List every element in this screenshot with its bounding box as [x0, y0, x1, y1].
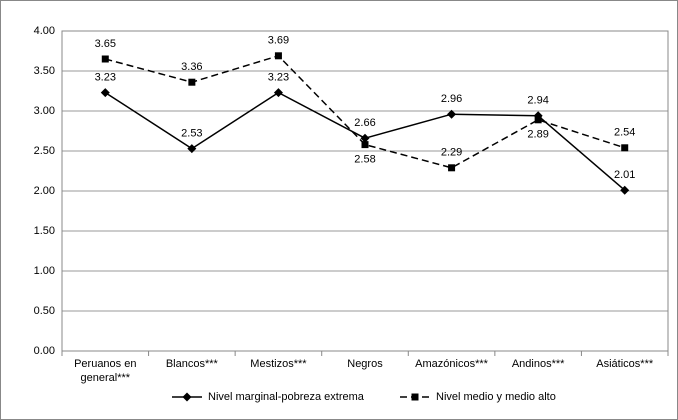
legend-marker — [182, 392, 192, 402]
data-label: 2.01 — [614, 169, 635, 181]
x-tick-label: Asiáticos*** — [596, 358, 654, 370]
point — [100, 88, 110, 98]
point — [273, 88, 283, 98]
x-tick-label: Amazónicos*** — [415, 358, 488, 370]
y-tick-label: 4.00 — [34, 25, 55, 37]
data-label: 2.96 — [441, 93, 462, 105]
x-tick-label: Andinos*** — [511, 358, 565, 370]
data-label: 2.54 — [614, 127, 635, 139]
point — [101, 55, 109, 63]
x-tick-label: Mestizos*** — [250, 358, 307, 370]
data-label: 3.69 — [268, 35, 289, 47]
legend-label: Nivel marginal-pobreza extrema — [208, 391, 365, 403]
legend-marker — [411, 393, 419, 401]
point — [620, 185, 630, 195]
point — [534, 116, 542, 124]
x-tick-label: Blancos*** — [165, 358, 218, 370]
plot-border — [61, 30, 669, 352]
y-tick-label: 1.50 — [34, 225, 55, 237]
data-label: 2.58 — [354, 154, 375, 166]
y-tick-label: 3.50 — [34, 65, 55, 77]
y-tick-label: 0.50 — [34, 305, 55, 317]
data-label: 3.65 — [95, 38, 116, 50]
point — [188, 78, 196, 86]
legend-label: Nivel medio y medio alto — [436, 391, 556, 403]
data-label: 2.89 — [527, 129, 548, 141]
point — [447, 109, 457, 119]
y-tick-label: 2.00 — [34, 185, 55, 197]
point — [361, 141, 369, 149]
data-label: 2.29 — [441, 147, 462, 159]
data-label: 2.94 — [527, 95, 548, 107]
point — [187, 144, 197, 154]
y-tick-label: 2.50 — [34, 145, 55, 157]
point — [448, 164, 456, 172]
point — [360, 133, 370, 143]
point — [621, 144, 629, 152]
x-tick-label: Negros — [347, 358, 383, 370]
point — [274, 52, 282, 60]
data-label: 3.23 — [268, 72, 289, 84]
x-tick-label: Peruanos en general*** — [74, 358, 137, 384]
y-tick-label: 3.00 — [34, 105, 55, 117]
data-label: 3.36 — [181, 61, 202, 73]
data-label: 2.66 — [354, 117, 375, 129]
y-tick-label: 1.00 — [34, 265, 55, 277]
data-label: 2.53 — [181, 128, 202, 140]
data-label: 3.23 — [95, 72, 116, 84]
y-tick-label: 0.00 — [34, 345, 55, 357]
